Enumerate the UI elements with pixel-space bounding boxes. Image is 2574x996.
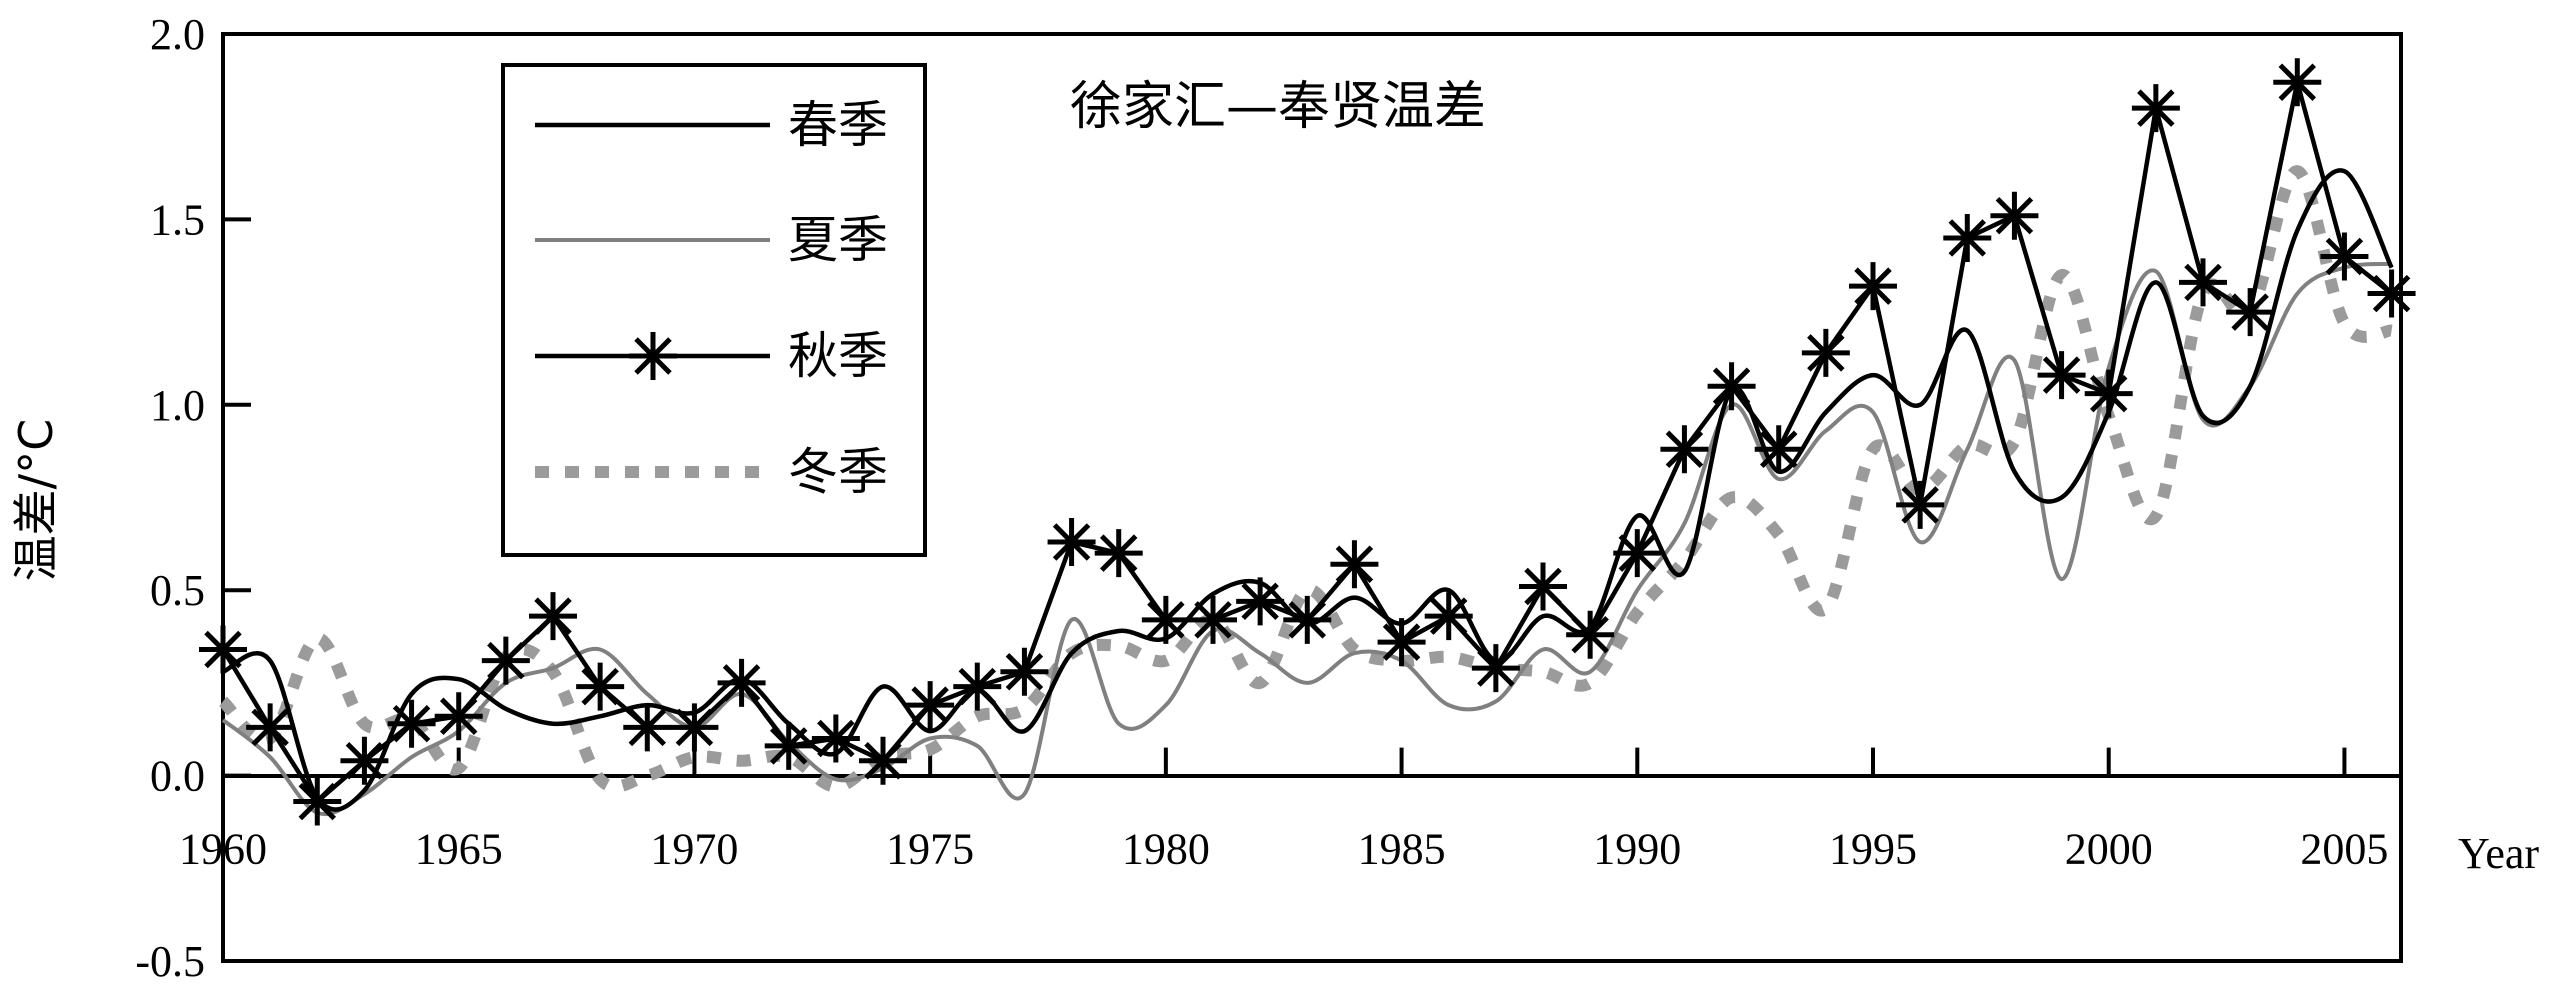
x-tick-label: 1975 (886, 825, 974, 874)
data-point-marker (2084, 369, 2133, 418)
data-point-marker (1330, 540, 1379, 589)
data-point-marker (1094, 529, 1143, 578)
legend-item: 冬季 (535, 443, 888, 501)
data-point-marker (1377, 618, 1426, 667)
series-3 (199, 58, 2416, 826)
legend-label: 冬季 (788, 443, 888, 501)
data-point-marker (1896, 480, 1945, 529)
legend-label: 春季 (788, 96, 888, 154)
data-point-marker (1849, 262, 1897, 311)
x-tick-label: 2005 (2300, 825, 2388, 874)
data-point-marker (1519, 562, 1567, 611)
data-point-marker (717, 658, 766, 707)
data-point-marker (859, 736, 907, 785)
data-point-marker (1141, 595, 1190, 644)
x-tick-label: 1985 (1358, 825, 1446, 874)
legend-label: 夏季 (788, 211, 888, 269)
x-axis-label: Year (2458, 829, 2539, 878)
data-point-marker (576, 662, 625, 711)
y-axis-ticks (223, 32, 251, 963)
legend-item: 春季 (535, 96, 888, 154)
y-tick-label: 0.5 (150, 566, 205, 615)
data-point-marker (199, 625, 247, 674)
x-tick-label: 1970 (650, 825, 738, 874)
data-point-marker (246, 703, 295, 752)
y-tick-label: 1.5 (150, 195, 205, 244)
data-point-marker (2320, 232, 2369, 281)
data-point-marker (2273, 58, 2322, 107)
data-point-marker (387, 699, 436, 748)
chart-title: 徐家汇—奉贤温差 (1070, 77, 1486, 137)
data-point-marker (340, 736, 389, 785)
data-point-marker (2226, 288, 2275, 337)
x-tick-label: 1965 (415, 825, 503, 874)
data-point-marker (1424, 592, 1473, 641)
y-tick-label: 2.0 (150, 10, 205, 59)
series-layer (199, 58, 2416, 826)
data-point-marker (1943, 213, 1992, 262)
data-point-marker (906, 681, 955, 730)
data-point-marker (1236, 577, 1285, 626)
legend-label: 秋季 (788, 327, 888, 385)
x-tick-label: 1980 (1122, 825, 1210, 874)
data-point-marker (481, 636, 530, 685)
y-tick-label: -0.5 (135, 937, 205, 986)
legend-item: 秋季 (535, 327, 888, 385)
data-point-marker (293, 777, 342, 826)
data-point-marker (764, 721, 813, 770)
x-axis-ticks (221, 747, 2347, 776)
legend-item: 夏季 (535, 211, 888, 269)
data-point-marker (1047, 517, 1096, 566)
data-point-marker (529, 592, 577, 641)
y-tick-label: 0.0 (150, 752, 205, 801)
data-point-marker (2131, 84, 2180, 133)
x-tick-label: 1990 (1593, 825, 1681, 874)
data-point-marker (1801, 328, 1850, 377)
x-axis-tick-labels: 1960 1965 1970 1975 1980 1985 1990 1995 2000 2005 (179, 825, 2388, 874)
data-point-marker (2367, 269, 2416, 318)
data-point-marker (670, 703, 719, 752)
data-point-marker (1660, 425, 1709, 474)
x-tick-label: 2000 (2065, 825, 2153, 874)
data-point-marker (434, 692, 483, 741)
data-point-marker (2037, 351, 2086, 400)
data-point-marker (1707, 362, 1756, 411)
data-point-marker (1754, 425, 1803, 474)
data-point-marker (1566, 610, 1615, 659)
data-point-marker (2179, 258, 2227, 307)
x-tick-label: 1995 (1829, 825, 1917, 874)
data-point-marker (1189, 595, 1237, 644)
y-tick-label: 1.0 (150, 381, 205, 430)
data-point-marker (811, 714, 860, 763)
data-point-marker (1283, 595, 1332, 644)
x-tick-label: 1960 (179, 825, 267, 874)
data-point-marker (1000, 647, 1049, 696)
data-point-marker (1990, 191, 2039, 240)
data-point-marker (953, 662, 1002, 711)
y-axis-label: 温差/°C (9, 419, 63, 582)
data-point-marker (1613, 529, 1662, 578)
y-axis-tick-labels: -0.5 0.0 0.5 1.0 1.5 2.0 (135, 10, 205, 986)
data-point-marker (1471, 644, 1520, 693)
data-point-marker (623, 703, 672, 752)
data-point-marker (629, 332, 677, 380)
